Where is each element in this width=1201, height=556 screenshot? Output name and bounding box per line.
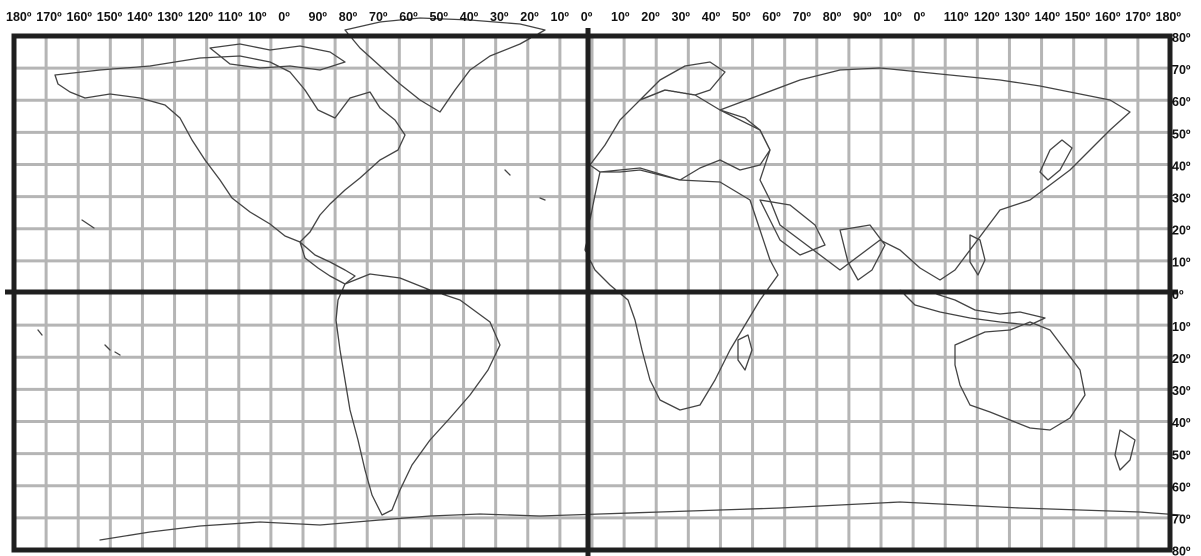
latitude-label: 50º bbox=[1172, 448, 1191, 462]
longitude-label: 40º bbox=[702, 10, 721, 24]
longitude-label: 180º bbox=[1156, 10, 1182, 24]
longitude-label: 160º bbox=[1095, 10, 1121, 24]
coastlines bbox=[37, 17, 1181, 541]
coastline-indonesia bbox=[899, 289, 1046, 326]
coastline-philippines bbox=[969, 234, 986, 276]
longitude-label: 170º bbox=[36, 10, 62, 24]
latitude-label: 60º bbox=[1172, 95, 1191, 109]
longitude-label: 0º bbox=[581, 10, 593, 24]
longitude-label: 120º bbox=[188, 10, 214, 24]
longitude-label: 140º bbox=[1035, 10, 1061, 24]
coastline-madagascar bbox=[737, 334, 753, 371]
latitude-label: 10º bbox=[1172, 320, 1191, 334]
coastline-south-america bbox=[335, 273, 501, 516]
longitude-label: 70º bbox=[793, 10, 812, 24]
longitude-label: 150º bbox=[1065, 10, 1091, 24]
longitude-label: 50º bbox=[732, 10, 751, 24]
longitude-label: 140º bbox=[127, 10, 153, 24]
longitude-label: 60º bbox=[762, 10, 781, 24]
longitude-label: 180º bbox=[6, 10, 32, 24]
longitude-label: 130º bbox=[1004, 10, 1030, 24]
longitude-label: 110º bbox=[944, 10, 969, 24]
longitude-label: 0º bbox=[914, 10, 926, 24]
label-layer: 180º 170º 160º 150º 140º 130º 120º 110º 10º 0º 90º… bbox=[6, 10, 1191, 556]
latitude-label: 70º bbox=[1172, 513, 1191, 527]
longitude-label: 170º bbox=[1125, 10, 1151, 24]
coastline-scandinavia bbox=[639, 61, 726, 101]
coastline-europe bbox=[589, 89, 771, 181]
latitude-label: 20º bbox=[1172, 224, 1191, 238]
longitude-label: 20º bbox=[520, 10, 539, 24]
longitude-label: 120º bbox=[974, 10, 1000, 24]
latitude-label: 0º bbox=[1172, 288, 1184, 302]
longitude-label: 160º bbox=[67, 10, 93, 24]
latitude-label: 40º bbox=[1172, 159, 1191, 173]
coastline-australia bbox=[954, 321, 1086, 431]
latitude-label: 30º bbox=[1172, 384, 1191, 398]
longitude-label: 80º bbox=[823, 10, 842, 24]
longitude-label: 150º bbox=[97, 10, 123, 24]
latitude-label: 40º bbox=[1172, 416, 1191, 430]
coastline-new-zealand bbox=[1114, 429, 1136, 471]
latitude-label: 70º bbox=[1172, 63, 1191, 77]
coastline-arabia bbox=[759, 199, 826, 256]
longitude-label: 110º bbox=[218, 10, 243, 24]
latitude-label: 30º bbox=[1172, 192, 1191, 206]
longitude-label: 50º bbox=[430, 10, 449, 24]
latitude-label: 50º bbox=[1172, 127, 1191, 141]
longitude-label: 0º bbox=[278, 10, 290, 24]
longitude-label: 30º bbox=[490, 10, 509, 24]
longitude-label: 40º bbox=[460, 10, 479, 24]
longitude-label: 130º bbox=[157, 10, 183, 24]
latitude-label: 10º bbox=[1172, 256, 1191, 270]
coastline-small-islands bbox=[37, 169, 546, 356]
longitude-label: 10º bbox=[883, 10, 902, 24]
longitude-label: 20º bbox=[641, 10, 660, 24]
coastline-hawaii bbox=[81, 219, 95, 229]
coastline-arctic-islands bbox=[209, 43, 346, 71]
coastline-india bbox=[839, 224, 886, 281]
longitude-label: 10º bbox=[611, 10, 630, 24]
longitude-label: 30º bbox=[672, 10, 691, 24]
longitude-label: 10º bbox=[551, 10, 570, 24]
longitude-label: 90º bbox=[309, 10, 328, 24]
coastline-north-america bbox=[54, 55, 406, 243]
latitude-label: 60º bbox=[1172, 480, 1191, 494]
longitude-label: 70º bbox=[369, 10, 388, 24]
coastline-greenland bbox=[344, 17, 546, 113]
latitude-label: 80º bbox=[1172, 545, 1191, 556]
coastline-antarctica bbox=[99, 501, 1181, 541]
longitude-label: 90º bbox=[853, 10, 872, 24]
longitude-label: 10º bbox=[248, 10, 267, 24]
latitude-label: 80º bbox=[1172, 31, 1191, 45]
frame-layer bbox=[5, 28, 1178, 556]
longitude-label: 60º bbox=[399, 10, 418, 24]
latitude-label: 20º bbox=[1172, 352, 1191, 366]
coastline-asia bbox=[719, 67, 1131, 281]
coastline-japan bbox=[1039, 139, 1073, 181]
longitude-label: 80º bbox=[339, 10, 358, 24]
coastline-africa bbox=[584, 167, 779, 411]
coastline-central-america bbox=[299, 241, 356, 285]
